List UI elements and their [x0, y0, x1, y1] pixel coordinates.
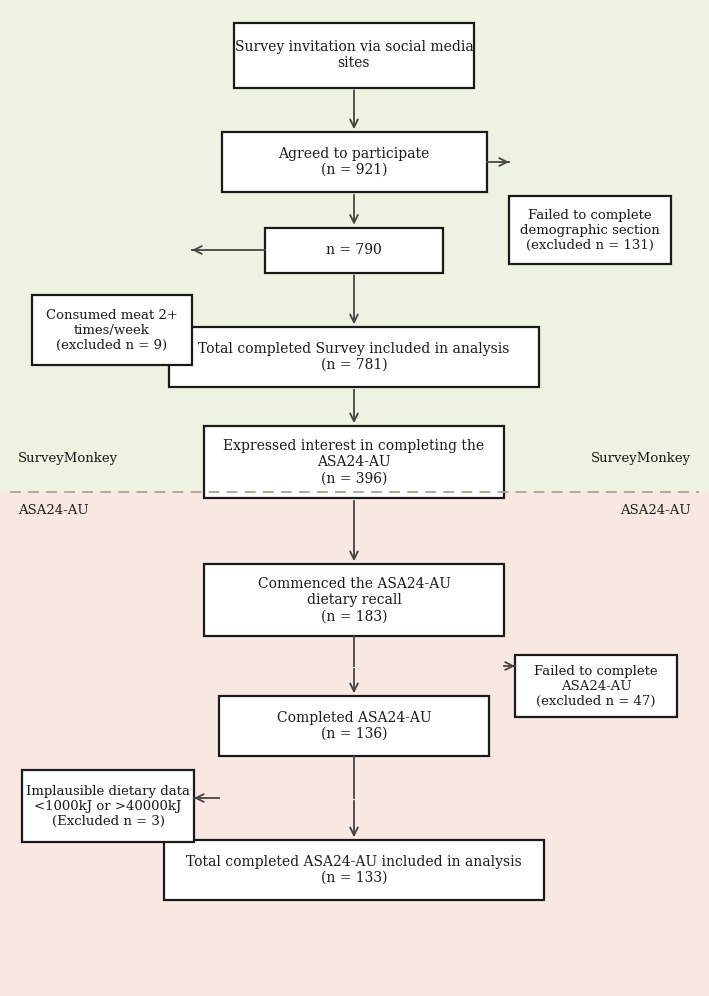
Text: Failed to complete
ASA24-AU
(excluded n = 47): Failed to complete ASA24-AU (excluded n …: [534, 664, 658, 707]
Text: Survey invitation via social media
sites: Survey invitation via social media sites: [235, 40, 474, 70]
Bar: [169, 327, 539, 387]
Bar: [22, 770, 194, 842]
Text: ASA24-AU: ASA24-AU: [620, 504, 691, 517]
Bar: [219, 696, 489, 756]
Text: Consumed meat 2+
times/week
(excluded n = 9): Consumed meat 2+ times/week (excluded n …: [46, 309, 178, 352]
Bar: [32, 295, 192, 365]
Text: Expressed interest in completing the
ASA24-AU
(n = 396): Expressed interest in completing the ASA…: [223, 439, 484, 485]
Text: ASA24-AU: ASA24-AU: [18, 504, 89, 517]
Text: Total completed Survey included in analysis
(n = 781): Total completed Survey included in analy…: [199, 342, 510, 373]
Text: Agreed to participate
(n = 921): Agreed to participate (n = 921): [279, 146, 430, 177]
Bar: [221, 132, 486, 192]
Text: Commenced the ASA24-AU
dietary recall
(n = 183): Commenced the ASA24-AU dietary recall (n…: [257, 577, 450, 623]
Text: Completed ASA24-AU
(n = 136): Completed ASA24-AU (n = 136): [277, 711, 431, 741]
Text: SurveyMonkey: SurveyMonkey: [591, 451, 691, 464]
Bar: [204, 426, 504, 498]
Text: SurveyMonkey: SurveyMonkey: [18, 451, 118, 464]
Text: n = 790: n = 790: [326, 243, 382, 257]
Bar: [234, 23, 474, 88]
Bar: [515, 655, 677, 717]
Bar: [164, 840, 544, 900]
Text: Implausible dietary data
<1000kJ or >40000kJ
(Excluded n = 3): Implausible dietary data <1000kJ or >400…: [26, 785, 190, 828]
Bar: [265, 227, 443, 273]
Text: Failed to complete
demographic section
(excluded n = 131): Failed to complete demographic section (…: [520, 208, 660, 252]
Text: Total completed ASA24-AU included in analysis
(n = 133): Total completed ASA24-AU included in ana…: [186, 855, 522, 885]
Bar: [509, 196, 671, 264]
Bar: [204, 564, 504, 636]
